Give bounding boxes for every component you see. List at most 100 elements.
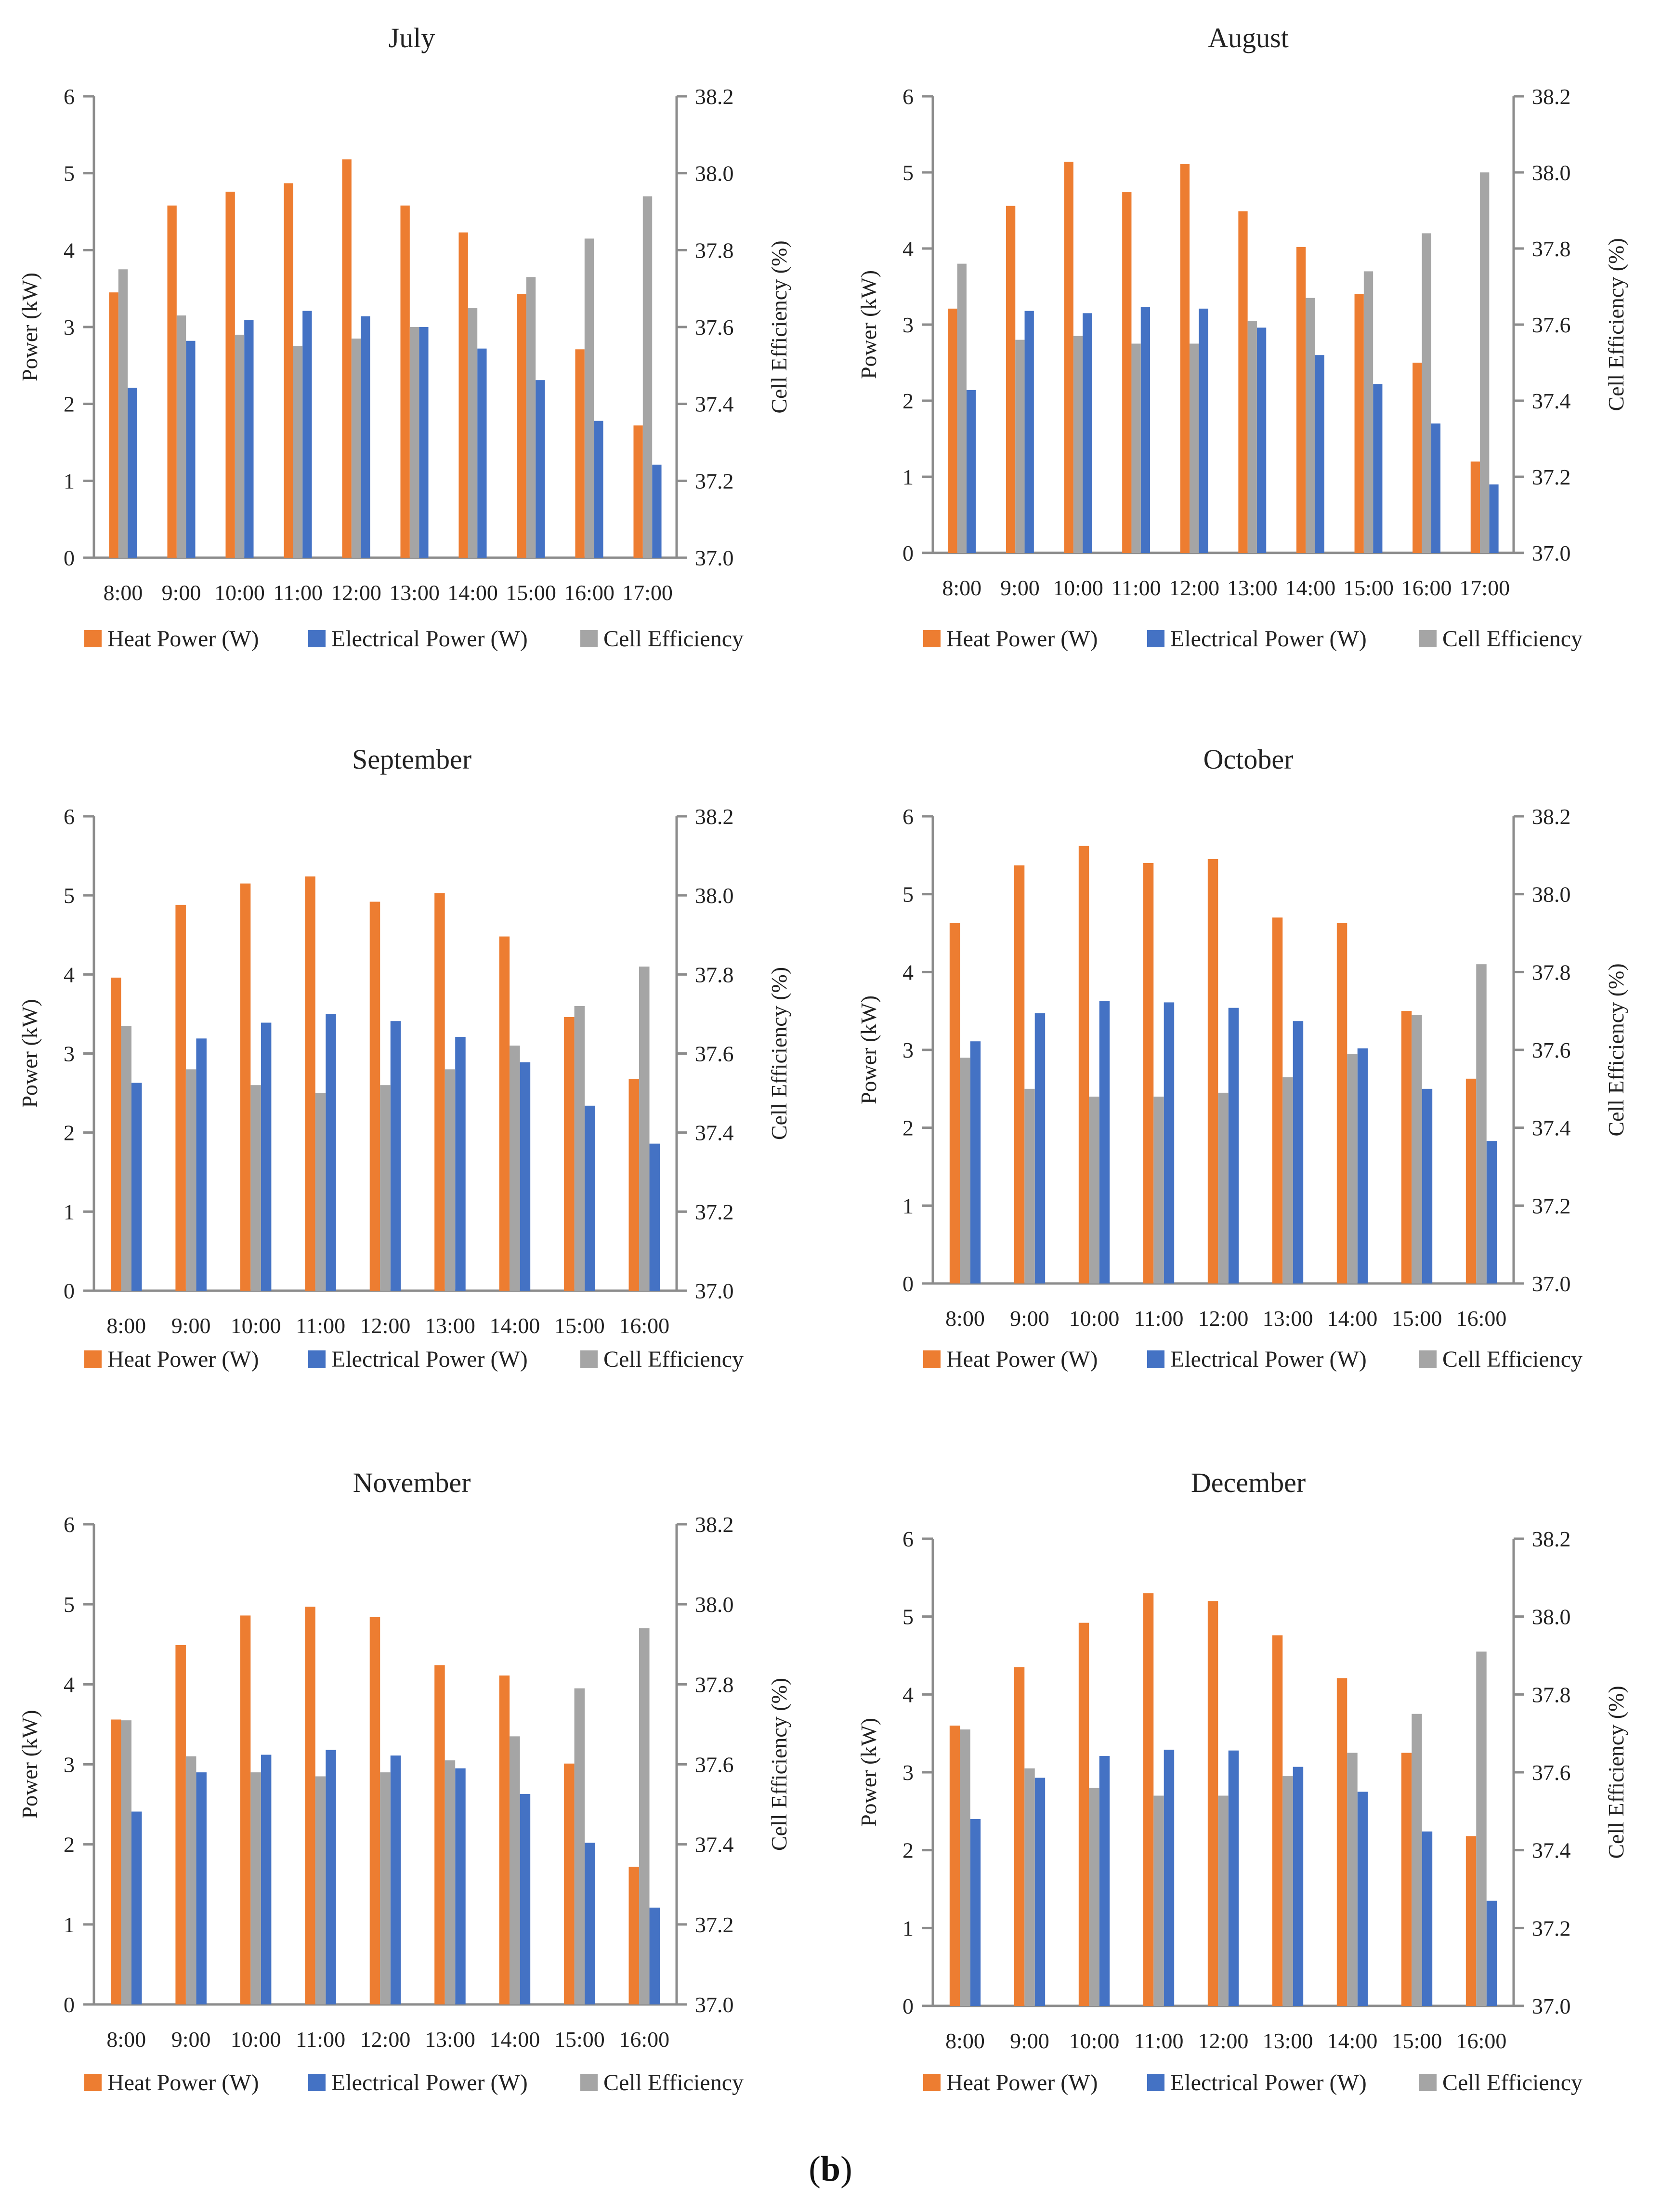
cell-efficiency-bar	[1089, 1788, 1099, 2006]
x-tick-label: 14:00	[1327, 1306, 1378, 1331]
cell-efficiency-bar	[176, 315, 186, 558]
x-tick-label: 11:00	[296, 2027, 345, 2052]
legend-label: Cell Efficiency	[1442, 2070, 1583, 2095]
left-tick-label: 1	[64, 469, 75, 493]
electrical-power-bar	[186, 340, 196, 558]
chart-panel-september: September 0 1 2 3 4 5 6 37.0 37.2 37.4 37.6 37.8 38.0…	[17, 744, 791, 1372]
legend-swatch	[1147, 2074, 1164, 2091]
left-tick-label: 5	[902, 1605, 914, 1629]
x-tick-label: 14:00	[447, 580, 498, 605]
left-tick-label: 4	[64, 962, 75, 987]
left-tick-label: 6	[64, 1512, 75, 1537]
cell-efficiency-bar	[1131, 343, 1141, 553]
right-tick-label: 38.0	[1532, 160, 1571, 185]
x-tick-label: 8:00	[106, 1313, 146, 1338]
chart-panel-december: December 0 1 2 3 4 5 6 37.0 37.2 37.4 37.6 37.8 38.0 3…	[856, 1467, 1628, 2095]
cell-efficiency-bar	[380, 1085, 391, 1291]
left-tick-label: 2	[64, 1832, 75, 1857]
cell-efficiency-bar	[574, 1006, 585, 1291]
chart-title: December	[1191, 1467, 1306, 1498]
legend-swatch	[1147, 1350, 1164, 1368]
left-tick-label: 3	[902, 1760, 914, 1785]
chart-panel-august: August 0 1 2 3 4 5 6 37.0 37.2 37.4 37.6 37.8 38.0 38.…	[856, 22, 1628, 652]
cell-efficiency-bar	[409, 327, 419, 558]
electrical-power-bar	[390, 1021, 401, 1291]
legend-label: Electrical Power (W)	[331, 1347, 528, 1372]
x-tick-label: 14:00	[1327, 2029, 1378, 2053]
electrical-power-bar	[326, 1014, 336, 1291]
cell-efficiency-bar	[1153, 1097, 1164, 1283]
right-tick-label: 37.6	[695, 1753, 734, 1777]
electrical-power-bar	[1099, 1756, 1110, 2006]
cell-efficiency-bar	[1153, 1795, 1164, 2006]
x-tick-label: 13:00	[389, 580, 440, 605]
electrical-power-bar	[1293, 1767, 1304, 2006]
left-tick-label: 6	[64, 84, 75, 109]
right-tick-label: 37.0	[695, 546, 734, 570]
electrical-power-bar	[244, 320, 254, 558]
heat-power-bar	[109, 292, 118, 558]
heat-power-bar	[400, 205, 410, 558]
cell-efficiency-bar	[574, 1688, 585, 2004]
electrical-power-bar	[302, 311, 312, 558]
legend-swatch	[1419, 2074, 1437, 2091]
heat-power-bar	[1465, 1836, 1477, 2006]
legend-swatch	[308, 1350, 326, 1368]
electrical-power-bar	[1357, 1792, 1368, 2006]
heat-power-bar	[1143, 863, 1154, 1283]
cell-efficiency-bar	[445, 1760, 456, 2004]
legend-label: Heat Power (W)	[946, 2070, 1098, 2095]
x-tick-label: 11:00	[1112, 576, 1161, 600]
heat-power-bar	[1207, 1601, 1218, 2006]
electrical-power-bar	[1431, 423, 1441, 553]
right-tick-label: 38.0	[695, 883, 734, 908]
legend-label: Cell Efficiency	[603, 2070, 744, 2095]
electrical-power-bar	[1422, 1831, 1433, 2006]
legend-label: Cell Efficiency	[603, 626, 744, 652]
cell-efficiency-bar	[510, 1736, 520, 2004]
electrical-power-bar	[1164, 1002, 1175, 1283]
right-tick-label: 37.2	[695, 1200, 734, 1224]
left-tick-label: 4	[902, 960, 914, 984]
electrical-power-bar	[1140, 307, 1151, 553]
electrical-power-bar	[131, 1083, 142, 1291]
x-tick-label: 8:00	[942, 576, 981, 600]
right-tick-label: 37.0	[1532, 1271, 1571, 1296]
cell-efficiency-bar	[185, 1756, 196, 2004]
x-tick-label: 9:00	[1000, 576, 1040, 600]
x-tick-label: 12:00	[1198, 1306, 1249, 1331]
right-tick-label: 37.2	[1532, 1193, 1571, 1218]
right-tick-label: 37.4	[695, 1832, 734, 1857]
x-tick-label: 16:00	[1456, 1306, 1507, 1331]
right-tick-label: 37.4	[695, 392, 734, 417]
cell-efficiency-bar	[445, 1069, 456, 1291]
electrical-power-bar	[196, 1038, 207, 1291]
heat-power-bar	[167, 205, 177, 558]
cell-efficiency-bar	[1015, 340, 1025, 553]
right-tick-label: 38.2	[695, 1512, 734, 1537]
electrical-power-bar	[261, 1754, 272, 2004]
x-tick-label: 16:00	[619, 1313, 669, 1338]
cell-efficiency-bar	[250, 1772, 261, 2004]
electrical-power-bar	[261, 1022, 272, 1291]
x-tick-label: 9:00	[162, 580, 201, 605]
chart-panel-october: October 0 1 2 3 4 5 6 37.0 37.2 37.4 37.6 37.8 38.0 38…	[856, 744, 1628, 1372]
left-tick-label: 2	[902, 1838, 914, 1863]
electrical-power-bar	[1256, 327, 1267, 553]
electrical-power-bar	[1486, 1141, 1497, 1283]
right-tick-label: 37.4	[695, 1121, 734, 1145]
left-axis-title: Power (kW)	[856, 1718, 881, 1827]
x-tick-label: 11:00	[273, 580, 323, 605]
left-tick-label: 6	[902, 804, 914, 829]
legend-swatch	[308, 630, 326, 647]
electrical-power-bar	[1486, 1900, 1497, 2006]
cell-efficiency-bar	[957, 263, 967, 553]
left-tick-label: 0	[64, 1279, 75, 1303]
left-tick-label: 2	[64, 1121, 75, 1145]
x-tick-label: 10:00	[1069, 2029, 1120, 2053]
heat-power-bar	[628, 1867, 640, 2004]
heat-power-bar	[1401, 1011, 1412, 1283]
heat-power-bar	[1143, 1593, 1154, 2006]
cell-efficiency-bar	[315, 1093, 326, 1291]
x-tick-label: 11:00	[1134, 1306, 1183, 1331]
